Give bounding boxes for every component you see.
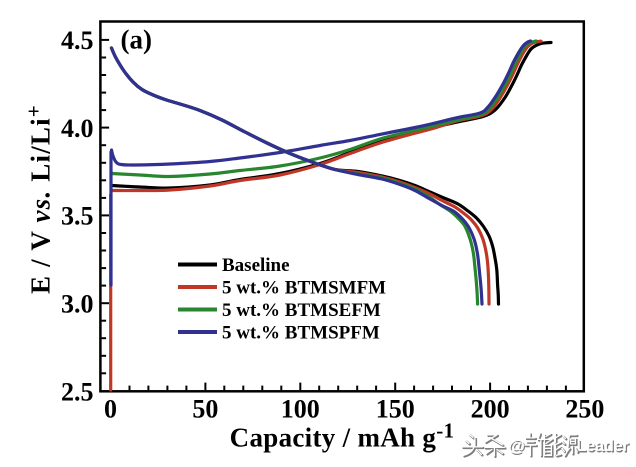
svg-text:3.5: 3.5 bbox=[61, 202, 94, 231]
svg-text:50: 50 bbox=[192, 395, 218, 424]
svg-text:Leader: Leader bbox=[578, 439, 631, 457]
svg-text:250: 250 bbox=[565, 395, 604, 424]
svg-text:@: @ bbox=[508, 436, 525, 455]
svg-text:5 wt.% BTMSEFM: 5 wt.% BTMSEFM bbox=[222, 300, 381, 321]
svg-text:150: 150 bbox=[376, 395, 415, 424]
svg-text:4.0: 4.0 bbox=[61, 114, 94, 143]
svg-text:2.5: 2.5 bbox=[61, 378, 94, 407]
svg-text:100: 100 bbox=[281, 395, 320, 424]
svg-text:5 wt.% BTMSPFM: 5 wt.% BTMSPFM bbox=[222, 323, 380, 344]
svg-text:5 wt.% BTMSMFM: 5 wt.% BTMSMFM bbox=[222, 278, 386, 299]
svg-text:@: @ bbox=[510, 438, 527, 457]
svg-text:3.0: 3.0 bbox=[61, 290, 94, 319]
svg-text:Leader: Leader bbox=[576, 437, 629, 455]
svg-text:Capacity / mAh g-1: Capacity / mAh g-1 bbox=[230, 419, 455, 453]
svg-text:Baseline: Baseline bbox=[222, 255, 290, 276]
svg-text:4.5: 4.5 bbox=[61, 26, 94, 55]
svg-text:(a): (a) bbox=[121, 25, 152, 55]
svg-text:0: 0 bbox=[104, 395, 117, 424]
svg-text:E / V vs. Li/Li+: E / V vs. Li/Li+ bbox=[22, 104, 56, 294]
svg-text:200: 200 bbox=[471, 395, 510, 424]
